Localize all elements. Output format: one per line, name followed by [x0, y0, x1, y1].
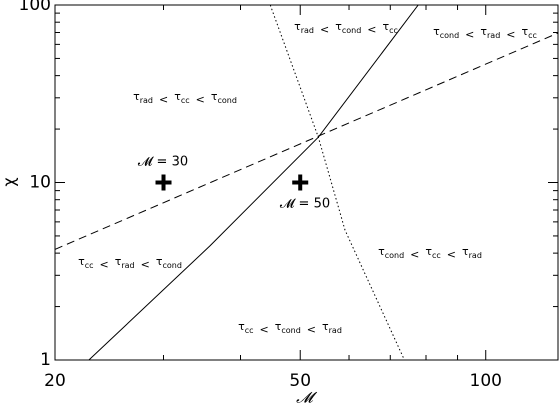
tau: τ [133, 90, 140, 103]
relation: < [141, 258, 150, 271]
regime-label: τcond < τrad < τcc [433, 25, 537, 41]
subscript: cc [389, 26, 398, 35]
tau: τ [275, 320, 282, 333]
tau: τ [335, 20, 342, 33]
x-axis-label: 𝓜 [296, 389, 318, 407]
cross-marker [155, 174, 172, 191]
regime-label: τrad < τcond < τcc [294, 20, 398, 36]
tau: τ [378, 245, 385, 258]
tau: τ [211, 90, 218, 103]
relation: < [410, 248, 419, 261]
relation: < [320, 23, 329, 36]
y-axis-label: χ [0, 177, 19, 186]
regime-label: τcc < τrad < τcond [78, 255, 182, 271]
subscript: rad [329, 326, 342, 335]
relation: < [260, 323, 269, 336]
marker-label: 𝓜 = 30 [138, 155, 188, 170]
tau: τ [462, 245, 469, 258]
tau: τ [294, 20, 301, 33]
relation: < [447, 248, 456, 261]
subscript: cc [245, 326, 254, 335]
subscript: cc [432, 251, 441, 260]
relation: < [506, 28, 515, 41]
subscript: rad [487, 31, 500, 40]
subscript: cc [528, 31, 537, 40]
y-tick-label: 1 [40, 350, 51, 370]
relation: < [159, 93, 168, 106]
curve [55, 32, 558, 250]
curve [269, 5, 405, 360]
relation: < [307, 323, 316, 336]
subscript: rad [140, 96, 153, 105]
y-tick-label: 100 [19, 0, 51, 15]
tau: τ [78, 255, 85, 268]
regime-label: τcc < τcond < τrad [238, 320, 342, 336]
tau: τ [425, 245, 432, 258]
tau: τ [156, 255, 163, 268]
regime-label: τcond < τcc < τrad [378, 245, 482, 261]
tau: τ [174, 90, 181, 103]
relation: < [465, 28, 474, 41]
x-tick-label: 100 [470, 371, 502, 391]
marker-label: 𝓜 = 50 [280, 197, 330, 212]
subscript: cond [281, 326, 300, 335]
tau: τ [522, 25, 529, 38]
tau: τ [383, 20, 390, 33]
relation: < [196, 93, 205, 106]
y-tick-label: 10 [29, 173, 51, 193]
x-tick-label: 20 [44, 371, 66, 391]
tau: τ [322, 320, 329, 333]
tau: τ [480, 25, 487, 38]
curve [88, 5, 419, 360]
relation: < [367, 23, 376, 36]
subscript: cc [85, 261, 94, 270]
subscript: rad [469, 251, 482, 260]
tau: τ [433, 25, 440, 38]
cross-marker [292, 174, 309, 191]
subscript: cond [217, 96, 236, 105]
regime-label: τrad < τcc < τcond [133, 90, 237, 106]
subscript: cond [342, 26, 361, 35]
subscript: cond [162, 261, 181, 270]
subscript: cc [181, 96, 190, 105]
subscript: rad [301, 26, 314, 35]
subscript: cond [440, 31, 459, 40]
relation: < [100, 258, 109, 271]
tau: τ [115, 255, 122, 268]
tau: τ [238, 320, 245, 333]
subscript: cond [385, 251, 404, 260]
subscript: rad [121, 261, 134, 270]
x-tick-label: 50 [289, 371, 311, 391]
